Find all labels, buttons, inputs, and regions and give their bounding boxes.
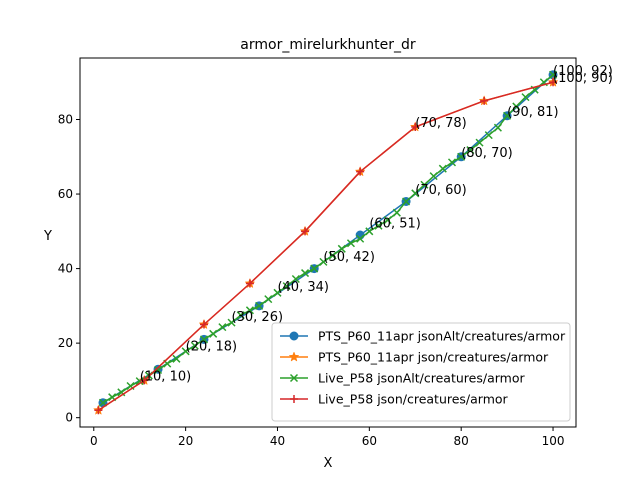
x-tick-label: 0 <box>90 434 98 448</box>
legend-label: Live_P58 jsonAlt/creatures/armor <box>318 371 525 386</box>
x-tick-label: 20 <box>178 434 193 448</box>
annotation-layer: (10, 10) (20, 18) (30, 26) (40, 34) (50, 42)… <box>140 64 613 385</box>
data-label: (70, 78) <box>415 116 467 131</box>
legend-marker <box>290 395 298 403</box>
data-point <box>154 365 163 375</box>
data-point <box>135 377 144 386</box>
data-point <box>337 244 346 253</box>
legend-marker <box>288 351 300 362</box>
y-tick-label: 80 <box>58 113 73 127</box>
chart-title: armor_mirelurkhunter_dr <box>240 37 416 53</box>
data-point <box>140 376 149 385</box>
data-label: (80, 70) <box>461 146 513 161</box>
data-point <box>484 131 493 140</box>
data-label: (20, 18) <box>186 340 238 355</box>
data-point <box>291 274 300 284</box>
data-point <box>301 269 310 278</box>
data-point <box>365 227 374 236</box>
data-point <box>429 172 438 181</box>
data-label: (100, 92) <box>553 64 613 79</box>
data-point <box>245 279 254 288</box>
data-point <box>383 216 392 225</box>
data-point <box>227 318 236 327</box>
series-3 <box>94 78 558 415</box>
plot-frame <box>79 57 577 428</box>
x-tick-label: 60 <box>362 434 377 448</box>
y-tick-label: 0 <box>65 411 73 425</box>
y-axis-label: Y <box>43 229 52 244</box>
data-point <box>457 152 466 161</box>
data-point <box>466 146 475 155</box>
y-tick-label: 20 <box>58 336 73 350</box>
y-tick-label: 60 <box>58 187 73 201</box>
data-point <box>190 341 199 350</box>
data-point <box>218 323 227 332</box>
data-point <box>480 96 489 105</box>
data-point <box>356 234 365 243</box>
data-point <box>209 329 218 338</box>
data-point <box>255 301 264 310</box>
data-point <box>301 227 310 236</box>
data-point <box>236 311 245 320</box>
data-point <box>521 93 530 102</box>
data-point <box>475 138 484 147</box>
data-label: (10, 10) <box>140 369 192 384</box>
data-label: (30, 26) <box>232 310 284 325</box>
data-point <box>328 251 337 260</box>
data-point <box>310 264 319 273</box>
data-point <box>172 354 181 363</box>
data-label: (70, 60) <box>415 183 467 198</box>
y-tick-label: 40 <box>58 262 73 276</box>
data-point <box>319 257 328 266</box>
data-point <box>392 208 401 217</box>
data-label: (50, 42) <box>323 250 375 265</box>
data-label: (90, 81) <box>507 105 559 120</box>
data-point <box>94 406 103 415</box>
legend-label: Live_P58 json/creatures/armor <box>318 392 509 407</box>
data-point <box>282 282 291 291</box>
data-label: (40, 34) <box>277 280 329 295</box>
legend-marker <box>289 331 299 341</box>
series-layer <box>92 70 559 415</box>
legend-label: PTS_P60_11apr jsonAlt/creatures/armor <box>318 329 566 344</box>
data-point <box>346 239 355 248</box>
series-2 <box>98 70 558 407</box>
data-point <box>402 197 411 206</box>
x-tick-label: 100 <box>542 434 565 448</box>
x-tick-label: 80 <box>454 434 469 448</box>
legend-box <box>271 322 571 422</box>
legend-marker <box>289 373 299 383</box>
data-point <box>512 102 521 111</box>
data-point <box>199 335 209 344</box>
data-point <box>420 180 429 189</box>
x-axis-label: X <box>324 456 333 471</box>
data-point <box>245 306 254 315</box>
data-point <box>411 189 420 198</box>
data-point <box>549 78 558 87</box>
data-point <box>181 347 190 356</box>
data-point <box>549 70 558 79</box>
data-label: (60, 51) <box>369 217 421 232</box>
data-point <box>200 320 208 329</box>
legend-label: PTS_P60_11apr json/creatures/armor <box>318 350 549 365</box>
data-point <box>503 111 512 120</box>
x-tick-label: 40 <box>270 434 285 448</box>
data-point <box>356 167 365 176</box>
data-point <box>411 122 420 131</box>
data-point <box>493 123 502 132</box>
data-point <box>438 164 447 173</box>
data-label: (100, 90) <box>553 71 613 86</box>
legend: PTS_P60_11apr jsonAlt/creatures/armor PTS… <box>271 322 571 422</box>
tick-layer: 0 20 40 60 80 100 0 20 40 60 80 <box>58 113 565 449</box>
data-point <box>374 221 383 230</box>
data-point <box>273 288 282 297</box>
data-point <box>264 295 273 304</box>
data-point <box>447 158 457 167</box>
